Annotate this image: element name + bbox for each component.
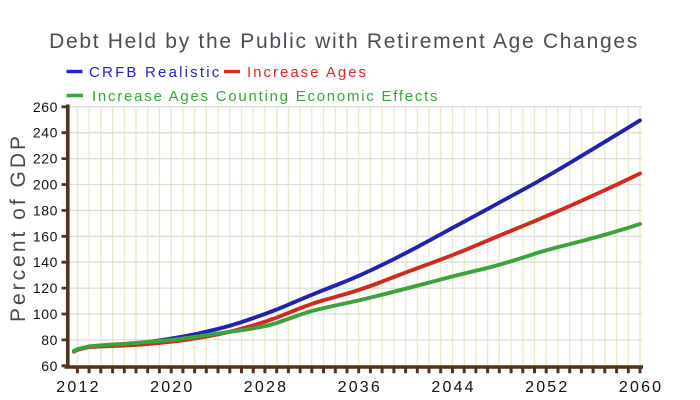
- svg-text:2020: 2020: [150, 379, 194, 396]
- svg-text:Debt Held by the Public with R: Debt Held by the Public with Retirement …: [49, 30, 639, 53]
- svg-text:160: 160: [33, 228, 58, 244]
- svg-text:2012: 2012: [56, 379, 100, 396]
- svg-text:260: 260: [33, 99, 58, 115]
- svg-text:200: 200: [33, 177, 58, 193]
- svg-text:80: 80: [41, 332, 58, 348]
- svg-text:180: 180: [33, 202, 58, 218]
- svg-text:2060: 2060: [619, 379, 663, 396]
- svg-text:100: 100: [33, 306, 58, 322]
- svg-text:60: 60: [41, 358, 58, 374]
- svg-text:140: 140: [33, 254, 58, 270]
- svg-text:120: 120: [33, 280, 58, 296]
- svg-text:2028: 2028: [244, 379, 288, 396]
- svg-text:CRFB Realistic: CRFB Realistic: [89, 64, 221, 81]
- svg-text:220: 220: [33, 151, 58, 167]
- svg-text:Increase Ages Counting Economi: Increase Ages Counting Economic Effects: [92, 88, 439, 105]
- svg-text:Percent of GDP: Percent of GDP: [7, 133, 30, 322]
- svg-text:2052: 2052: [525, 379, 569, 396]
- svg-text:2044: 2044: [431, 379, 475, 396]
- svg-text:240: 240: [33, 125, 58, 141]
- svg-text:Increase Ages: Increase Ages: [247, 64, 368, 81]
- svg-text:2036: 2036: [338, 379, 382, 396]
